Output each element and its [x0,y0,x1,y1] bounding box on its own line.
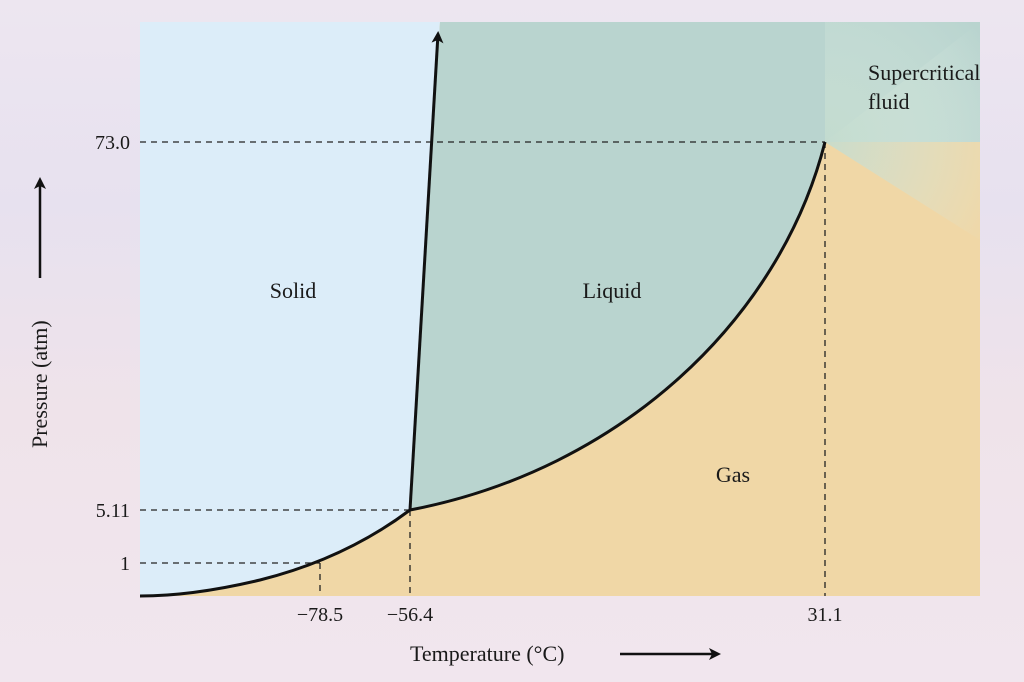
solid-region [140,22,440,596]
gas-label: Gas [716,462,750,487]
liquid-label: Liquid [583,278,642,303]
x-axis-label: Temperature (°C) [410,641,564,666]
liquid-region [410,22,980,510]
supercritical-label-line1: Supercritical [868,60,980,85]
y-axis-label: Pressure (atm) [27,320,52,448]
supercritical-glow [825,22,980,142]
y-tick-5-11: 5.11 [96,500,130,522]
vaporization-curve [409,141,827,512]
y-tick-73: 73.0 [95,132,130,154]
supercritical-label-line2: fluid [868,89,910,114]
melting-curve [408,31,444,511]
x-tick-31-1: 31.1 [808,604,843,626]
sublimation-curve [139,508,411,598]
y-tick-1: 1 [120,553,130,575]
guide-lines [140,141,826,596]
x-tick-56-4: −56.4 [387,604,433,626]
x-tick-78-5: −78.5 [297,604,343,626]
solid-label: Solid [270,278,316,303]
